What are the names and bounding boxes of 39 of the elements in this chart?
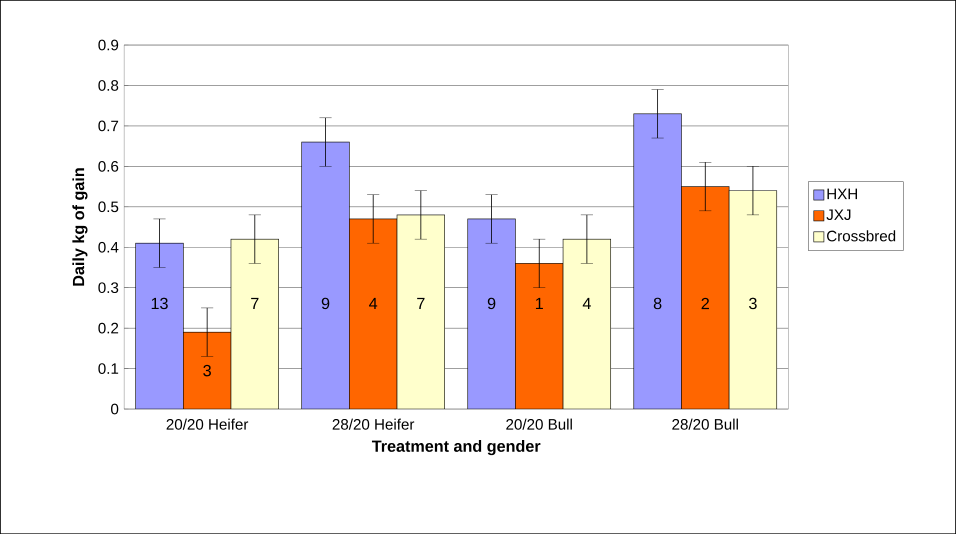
bar xyxy=(467,218,516,409)
annotation: 9 xyxy=(322,298,330,310)
y-tick-label: 0.2 xyxy=(98,322,118,334)
y-tick-label: 0.6 xyxy=(98,160,118,172)
bar xyxy=(301,142,350,409)
y-tick-label: 0 xyxy=(111,404,118,414)
annotation: 4 xyxy=(582,298,591,309)
bar xyxy=(515,263,564,409)
bar xyxy=(633,113,682,409)
y-axis-title: Daily kg of gain xyxy=(72,168,88,286)
annotation: 7 xyxy=(251,298,258,309)
annotation: 8 xyxy=(654,298,662,310)
bar xyxy=(349,218,398,409)
x-tick-label: 28/20 Bull xyxy=(672,418,738,430)
bar xyxy=(681,186,730,409)
y-tick-label: 0.5 xyxy=(98,201,118,212)
legend-label: JXJ xyxy=(826,209,850,220)
annotation: 3 xyxy=(749,298,757,310)
y-tick-label: 0.1 xyxy=(98,363,118,374)
annotation: 3 xyxy=(203,364,211,376)
x-tick-label: 20/20 Heifer xyxy=(166,418,248,430)
legend-label: Crossbred xyxy=(827,230,896,242)
annotation: 1 xyxy=(536,298,543,309)
y-tick-label: 0.4 xyxy=(98,242,118,253)
annotation: 2 xyxy=(702,298,709,310)
y-tick-label: 0.8 xyxy=(98,80,118,91)
x-axis-title: Treatment and gender xyxy=(372,440,540,456)
legend-label: HXH xyxy=(827,188,857,200)
bar xyxy=(183,332,232,409)
bar xyxy=(135,242,184,409)
annotation: 7 xyxy=(417,298,425,309)
y-tick-label: 0.3 xyxy=(98,282,118,293)
y-tick-label: 0.9 xyxy=(98,40,118,50)
annotation: 4 xyxy=(369,298,378,309)
x-tick-label: 28/20 Heifer xyxy=(332,418,414,430)
x-tick-label: 20/20 Bull xyxy=(506,418,572,430)
y-tick-label: 0.7 xyxy=(98,120,118,132)
annotation: 9 xyxy=(488,298,496,310)
annotation: 13 xyxy=(152,298,168,310)
